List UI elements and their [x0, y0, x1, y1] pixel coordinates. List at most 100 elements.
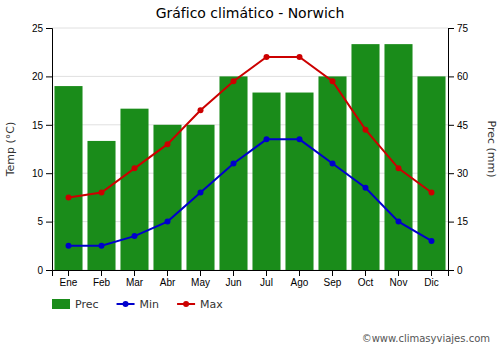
tick: 10	[32, 168, 52, 179]
tick-label: 15	[457, 216, 469, 227]
legend-label: Min	[140, 298, 160, 311]
tick-mark	[200, 270, 201, 276]
tick-label: Nov	[390, 277, 408, 288]
tick-label: 5	[37, 216, 43, 227]
chart: Ene Feb Mar Abr May Jun Jul Ago Sep Oct Nov Dic 0 5 10…	[0, 0, 500, 350]
tick-mark	[431, 270, 432, 276]
tick: May	[191, 270, 210, 288]
axis-line	[46, 29, 53, 271]
title: Gráfico climático - Norwich	[156, 5, 345, 21]
marker	[396, 219, 402, 225]
tick: Ene	[60, 270, 78, 288]
marker	[264, 136, 270, 142]
bar	[87, 141, 115, 270]
tick-mark	[332, 270, 333, 276]
tick-label: Abr	[160, 277, 176, 288]
marker	[198, 190, 204, 196]
marker	[165, 141, 171, 147]
tick-label: Sep	[324, 277, 342, 288]
tick-label: Jul	[260, 277, 273, 288]
marker	[297, 136, 303, 142]
tick-mark	[46, 28, 52, 29]
line-series	[66, 54, 435, 200]
marker	[198, 107, 204, 113]
legend: Prec Min Max	[52, 298, 223, 311]
tick-mark	[46, 173, 52, 174]
tick-label: 75	[457, 23, 469, 34]
tick: 45	[448, 120, 469, 131]
marker	[330, 161, 336, 167]
bar	[153, 125, 181, 270]
tick-label: 30	[457, 168, 469, 179]
tick-label: Oct	[358, 277, 374, 288]
legend-item: Prec	[52, 298, 99, 311]
tick-label: 45	[457, 120, 469, 131]
y-axis: 0 5 10 15 20 25	[32, 23, 53, 276]
line-series	[66, 136, 435, 248]
tick-label: Dic	[424, 277, 438, 288]
tick-label: 0	[457, 265, 463, 276]
marker	[363, 127, 369, 133]
tick: Oct	[358, 270, 374, 288]
tick-label: Mar	[126, 277, 144, 288]
tick-label: 20	[32, 71, 44, 82]
tick-mark	[448, 28, 454, 29]
tick: Feb	[93, 270, 111, 288]
marker	[99, 243, 105, 249]
marker	[132, 165, 138, 171]
tick-mark	[448, 270, 454, 271]
marker	[231, 78, 237, 84]
tick: 5	[37, 216, 52, 227]
tick-label: 15	[32, 120, 44, 131]
tick-mark	[448, 76, 454, 77]
tick: Ago	[291, 270, 309, 288]
tick-mark	[448, 222, 454, 223]
tick-label: 60	[457, 71, 469, 82]
tick-mark	[448, 173, 454, 174]
tick: 0	[448, 265, 463, 276]
x-axis: Ene Feb Mar Abr May Jun Jul Ago Sep Oct Nov Dic	[53, 270, 449, 288]
marker	[330, 78, 336, 84]
annotation: ©www.climasyviajes.com	[362, 333, 490, 344]
tick-label: May	[191, 277, 210, 288]
tick-mark	[233, 270, 234, 276]
tick-label: Ene	[60, 277, 78, 288]
legend-marker	[123, 301, 129, 307]
line	[69, 139, 432, 245]
bar	[417, 76, 445, 270]
marker	[165, 219, 171, 225]
marker	[396, 165, 402, 171]
bar	[318, 76, 346, 270]
legend-swatch	[52, 299, 70, 309]
axis-line	[53, 271, 449, 277]
marker	[66, 194, 72, 200]
tick: Dic	[424, 270, 438, 288]
grid-line	[52, 28, 448, 29]
tick: 25	[32, 23, 52, 34]
tick-mark	[266, 270, 267, 276]
legend-label: Max	[200, 298, 223, 311]
grid	[52, 28, 448, 270]
tick: Jun	[225, 270, 241, 288]
tick: 0	[37, 265, 52, 276]
tick: Nov	[390, 270, 408, 288]
tick-mark	[448, 125, 454, 126]
tick: Abr	[160, 270, 176, 288]
marker	[231, 161, 237, 167]
tick: Jul	[260, 270, 273, 288]
bar-series	[54, 44, 445, 270]
tick: 60	[448, 71, 469, 82]
marker	[99, 190, 105, 196]
tick: 30	[448, 168, 469, 179]
tick-mark	[101, 270, 102, 276]
tick: 15	[448, 216, 469, 227]
tick-label: 25	[32, 23, 44, 34]
tick: Mar	[126, 270, 144, 288]
legend-item: Min	[117, 298, 160, 311]
tick-mark	[167, 270, 168, 276]
marker	[429, 190, 435, 196]
tick-mark	[68, 270, 69, 276]
marker	[264, 54, 270, 60]
tick-label: Feb	[93, 277, 111, 288]
tick-mark	[46, 125, 52, 126]
